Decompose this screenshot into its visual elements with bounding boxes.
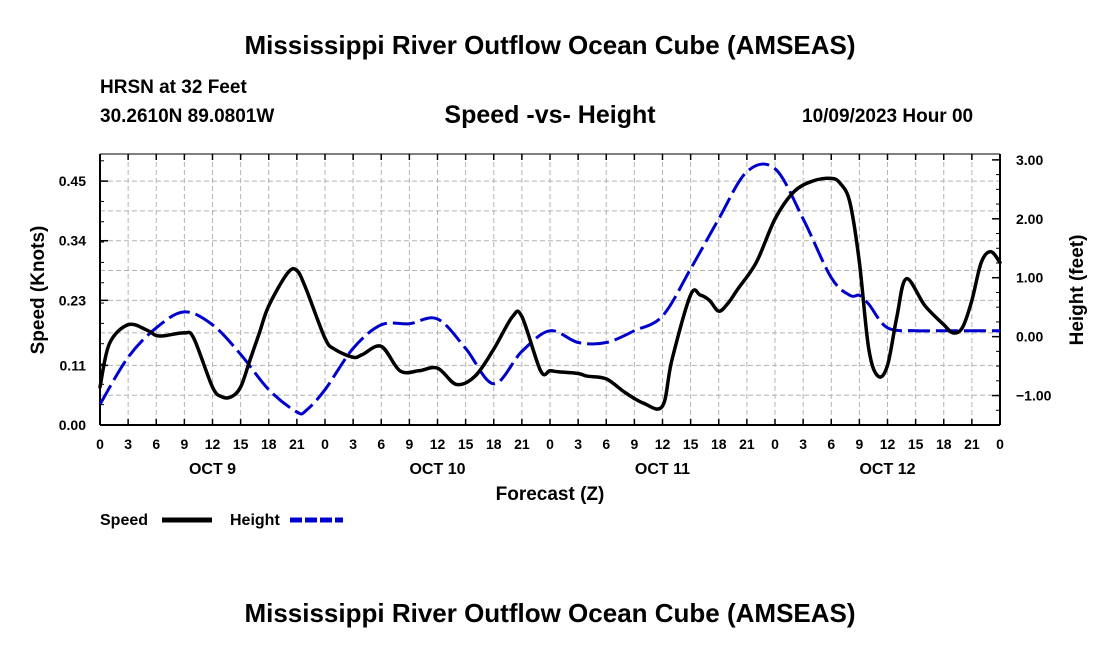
- x-tick-label: 6: [827, 436, 835, 452]
- series-line-speed: [98, 176, 1002, 411]
- grid: [100, 154, 1000, 425]
- x-tick-label: 21: [514, 436, 530, 452]
- x-tick-label: 21: [964, 436, 980, 452]
- y-axis-title: Speed (Knots): [28, 226, 49, 355]
- x-tick-label: 6: [602, 436, 610, 452]
- x-tick-label: 0: [96, 436, 104, 452]
- x-tick-label: 3: [124, 436, 132, 452]
- legend-label-height: Height: [230, 512, 280, 529]
- forecast-datetime: 10/09/2023 Hour 00: [802, 106, 974, 127]
- x-tick-label: 0: [771, 436, 779, 452]
- y2-tick-label: 1.00: [1016, 270, 1043, 286]
- x-day-label: OCT 12: [859, 461, 915, 478]
- x-tick-label: 9: [180, 436, 188, 452]
- axis-layer: 0 3 6 9 12 15 18 21 0 3 6 9 12 15 18 21 0 3 6 9 12 15 18 21 0 3 6 9…: [59, 152, 1052, 478]
- x-tick-label: 6: [152, 436, 160, 452]
- y2-axis-title: Height (feet): [1067, 235, 1088, 346]
- legend: Speed Height: [100, 512, 343, 529]
- series-line-height: [98, 162, 1000, 416]
- x-tick-label: 12: [430, 436, 446, 452]
- x-tick-label: 18: [711, 436, 727, 452]
- y2-tick-label: 2.00: [1016, 211, 1043, 227]
- x-tick-label: 3: [349, 436, 357, 452]
- x-tick-label: 3: [574, 436, 582, 452]
- y-tick-label: 0.00: [59, 417, 86, 433]
- x-tick-label: 6: [377, 436, 385, 452]
- y-tick-label: 0.45: [59, 173, 86, 189]
- y-tick-label: 0.23: [59, 292, 86, 308]
- x-tick-label: 15: [683, 436, 699, 452]
- x-tick-label: 9: [630, 436, 638, 452]
- y2-tick-label: −1.00: [1016, 388, 1052, 404]
- x-tick-label: 18: [936, 436, 952, 452]
- x-tick-label: 0: [321, 436, 329, 452]
- station-label: HRSN at 32 Feet: [100, 77, 247, 98]
- x-tick-label: 21: [289, 436, 305, 452]
- x-tick-label: 12: [880, 436, 896, 452]
- chart-title-bottom: Mississippi River Outflow Ocean Cube (AM…: [244, 598, 856, 628]
- x-tick-label: 0: [546, 436, 554, 452]
- x-tick-label: 12: [655, 436, 671, 452]
- y-tick-label: 0.34: [59, 233, 86, 249]
- x-tick-label: 0: [996, 436, 1004, 452]
- x-tick-label: 18: [486, 436, 502, 452]
- coordinates-label: 30.2610N 89.0801W: [100, 106, 275, 127]
- x-tick-label: 12: [205, 436, 221, 452]
- y2-tick-label: 0.00: [1016, 329, 1043, 345]
- y2-tick-label: 3.00: [1016, 152, 1043, 168]
- x-tick-label: 3: [799, 436, 807, 452]
- chart-subtitle: Speed -vs- Height: [444, 101, 656, 129]
- x-tick-label: 18: [261, 436, 277, 452]
- x-tick-label: 9: [405, 436, 413, 452]
- series-layer: [98, 162, 1002, 416]
- x-tick-label: 9: [855, 436, 863, 452]
- x-day-label: OCT 9: [189, 461, 236, 478]
- x-tick-label: 21: [739, 436, 755, 452]
- x-day-label: OCT 11: [635, 461, 690, 478]
- chart-title-top: Mississippi River Outflow Ocean Cube (AM…: [244, 30, 856, 60]
- y-tick-label: 0.11: [60, 357, 87, 373]
- x-axis-title: Forecast (Z): [496, 484, 605, 505]
- x-tick-label: 15: [908, 436, 924, 452]
- x-tick-label: 15: [233, 436, 249, 452]
- x-tick-label: 15: [458, 436, 474, 452]
- legend-label-speed: Speed: [100, 512, 148, 529]
- x-day-label: OCT 10: [409, 461, 465, 478]
